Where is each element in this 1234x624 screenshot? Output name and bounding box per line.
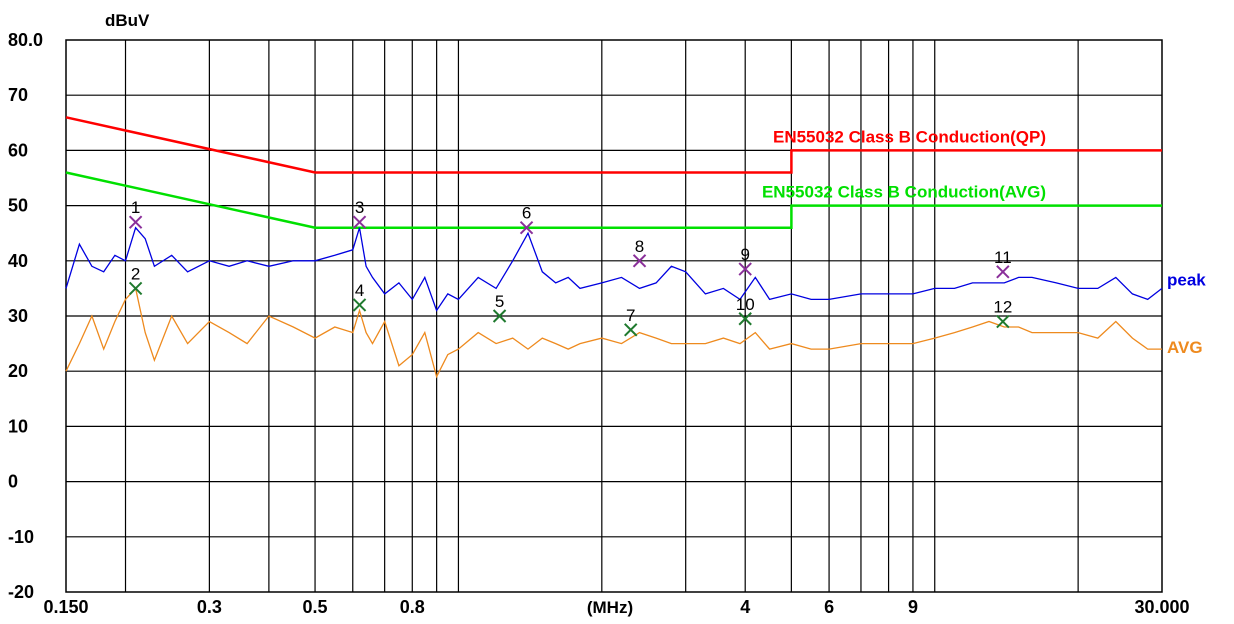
y-tick-label: -20 [8,582,34,602]
x-tick-label: 0.150 [43,597,88,617]
marker-number: 1 [131,198,140,217]
x-tick-label: 0.8 [400,597,425,617]
marker-number: 12 [993,298,1012,317]
marker-7: 7 [624,306,638,337]
x-tick-label: 6 [824,597,834,617]
marker-x-stroke [519,220,534,235]
y-axis-unit-label: dBuV [105,11,150,30]
marker-5: 5 [492,292,507,323]
x-tick-label: 0.5 [303,597,328,617]
marker-x-stroke [738,312,752,326]
marker-number: 4 [355,281,364,300]
y-tick-label: 60 [8,140,28,160]
y-tick-label: 50 [8,196,28,216]
axis-text: dBuV (MHz) 80.0 70 60 50 40 30 20 10 0 -10 -20 0.15… [8,11,1190,617]
marker-x-stroke [352,298,367,312]
y-tick-label: 70 [8,85,28,105]
y-tick-label: 40 [8,251,28,271]
limit-lines: EN55032 Class B Conduction(QP) EN55032 Cl… [65,116,1162,229]
marker-x-stroke [996,314,1010,329]
marker-number: 6 [522,204,531,223]
limit-line-qp [65,116,1162,174]
marker-x-stroke [128,215,143,229]
marker-number: 2 [131,264,140,283]
y-tick-label: 80.0 [8,30,43,50]
series-label-avg: AVG [1167,338,1203,357]
marker-x-stroke [492,309,507,323]
trace-lines: peak AVG [65,226,1206,379]
marker-number: 7 [626,306,635,325]
marker-x-stroke [624,323,638,337]
series-line-peak [65,226,1163,312]
marker-number: 8 [635,237,644,256]
grid-layer [65,39,1163,593]
marker-number: 3 [355,198,364,217]
marker-x-stroke [632,254,647,268]
marker-4: 4 [352,281,367,312]
marker-9: 9 [738,245,752,276]
marker-2: 2 [128,264,143,296]
series-line-avg [65,287,1162,379]
marker-number: 11 [994,248,1012,267]
x-tick-label: 30.000 [1134,597,1189,617]
y-tick-label: 30 [8,306,28,326]
marker-3: 3 [352,198,367,229]
series-label-peak: peak [1167,270,1206,289]
marker-11: 11 [994,248,1012,279]
marker-1: 1 [128,198,143,229]
marker-number: 10 [736,295,755,314]
limit-label-qp: EN55032 Class B Conduction(QP) [773,127,1046,146]
y-tick-label: 10 [8,416,28,436]
x-tick-label: 9 [908,597,918,617]
marker-x-stroke [996,265,1010,279]
marker-x-stroke [128,281,143,296]
limit-line-avg [65,171,1162,229]
y-tick-label: 20 [8,361,28,381]
marker-12: 12 [993,298,1012,329]
marker-6: 6 [519,204,534,235]
marker-number: 5 [495,292,504,311]
limit-label-avg: EN55032 Class B Conduction(AVG) [762,183,1046,202]
marker-x-stroke [738,262,752,276]
y-tick-label: -10 [8,527,34,547]
marker-number: 9 [740,245,749,264]
x-tick-label: 0.3 [197,597,222,617]
marker-8: 8 [632,237,647,268]
x-tick-label: 4 [740,597,750,617]
x-axis-unit-label: (MHz) [587,598,633,617]
y-tick-label: 0 [8,472,18,492]
marker-10: 10 [736,295,755,326]
marker-x-stroke [352,215,367,229]
